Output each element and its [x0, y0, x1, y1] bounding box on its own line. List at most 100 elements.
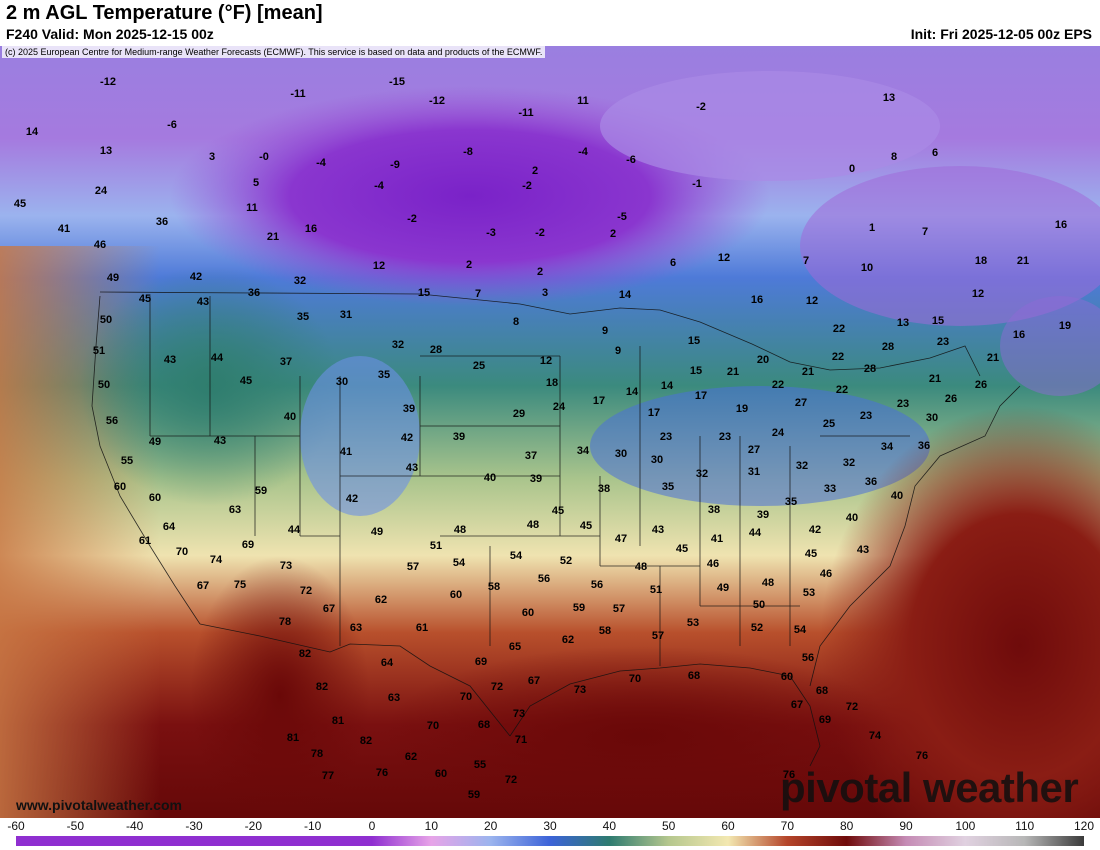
temperature-value: 33: [824, 483, 836, 495]
temperature-value: 56: [106, 415, 118, 427]
temperature-value: 32: [294, 275, 306, 287]
temperature-value: 35: [662, 481, 674, 493]
temperature-value: 78: [279, 616, 291, 628]
temperature-value: 22: [836, 384, 848, 396]
temperature-value: 38: [598, 483, 610, 495]
temperature-value: 23: [897, 398, 909, 410]
temperature-value: 35: [297, 311, 309, 323]
temperature-value: 25: [473, 360, 485, 372]
colorbar-tick-label: -30: [185, 819, 203, 833]
temperature-value: 18: [546, 377, 558, 389]
temperature-value: 81: [287, 732, 299, 744]
temperature-value: -2: [522, 180, 532, 192]
temperature-value: 32: [392, 339, 404, 351]
hudson-bay-cold: [600, 71, 940, 181]
temperature-value: 57: [613, 603, 625, 615]
temperature-value: 56: [591, 579, 603, 591]
temperature-value: 48: [635, 561, 647, 573]
temperature-value: 46: [820, 568, 832, 580]
temperature-value: 78: [311, 748, 323, 760]
temperature-value: 52: [560, 555, 572, 567]
temperature-value: 12: [806, 295, 818, 307]
temperature-value: 3: [542, 287, 548, 299]
temperature-value: 70: [460, 691, 472, 703]
temperature-value: 81: [332, 715, 344, 727]
temperature-value: -6: [626, 154, 636, 166]
temperature-value: 32: [696, 468, 708, 480]
temperature-value: 54: [510, 550, 523, 562]
temperature-value: 75: [234, 579, 246, 591]
temperature-value: 64: [381, 657, 394, 669]
temperature-value: -0: [259, 151, 269, 163]
temperature-value: 72: [491, 681, 503, 693]
copyright-notice: (c) 2025 European Centre for Medium-rang…: [2, 46, 546, 58]
temperature-value: 61: [416, 622, 428, 634]
temperature-value: 29: [513, 408, 525, 420]
temperature-value: -1: [692, 178, 702, 190]
temperature-value: 42: [401, 432, 413, 444]
temperature-value: 76: [783, 769, 795, 781]
temperature-value: 9: [602, 325, 608, 337]
temperature-value: 35: [378, 369, 390, 381]
colorbar-tick-label: 50: [661, 819, 676, 833]
temperature-value: 37: [525, 450, 537, 462]
temperature-value: 8: [513, 316, 519, 328]
temperature-value: 43: [214, 435, 226, 447]
temperature-value: 41: [58, 223, 70, 235]
temperature-value: 44: [288, 524, 301, 536]
temperature-value: 30: [615, 448, 627, 460]
temperature-value: 21: [987, 352, 999, 364]
temperature-value: 61: [139, 535, 151, 547]
colorbar-tick-label: 80: [839, 819, 854, 833]
temperature-value: 37: [280, 356, 292, 368]
temperature-value: 67: [528, 675, 540, 687]
temperature-value: 67: [323, 603, 335, 615]
temperature-value: 23: [860, 410, 872, 422]
init-time: Init: Fri 2025-12-05 00z EPS: [910, 26, 1092, 42]
temperature-value: 82: [316, 681, 328, 693]
temperature-value: 39: [403, 403, 415, 415]
temperature-value: 27: [795, 397, 807, 409]
temperature-value: -5: [617, 211, 627, 223]
temperature-value: 41: [340, 446, 352, 458]
temperature-value: 30: [926, 412, 938, 424]
temperature-value: 39: [453, 431, 465, 443]
temperature-value: 22: [772, 379, 784, 391]
temperature-value: 72: [300, 585, 312, 597]
watermark-logo: pivotal weather: [780, 764, 1079, 811]
temperature-value: 48: [762, 577, 774, 589]
temperature-value: 24: [95, 185, 108, 197]
temperature-value: 55: [121, 455, 133, 467]
temperature-value: 6: [932, 147, 938, 159]
temperature-value: 28: [864, 363, 876, 375]
temperature-value: 45: [139, 293, 151, 305]
temperature-value: 74: [210, 554, 223, 566]
temperature-value: 15: [418, 287, 430, 299]
temperature-value: 50: [100, 314, 112, 326]
gulf-coast: [509, 663, 821, 767]
temperature-value: -2: [535, 227, 545, 239]
temperature-value: 41: [711, 533, 723, 545]
colorbar-tick-label: 40: [602, 819, 617, 833]
temperature-value: 42: [809, 524, 821, 536]
temperature-value: 15: [688, 335, 700, 347]
temperature-value: 82: [299, 648, 311, 660]
temperature-value: 6: [670, 257, 676, 269]
temperature-value: 45: [240, 375, 252, 387]
temperature-value: 53: [687, 617, 699, 629]
ohio-valley-blue: [590, 386, 930, 506]
temperature-value: 68: [478, 719, 490, 731]
site-url[interactable]: www.pivotalweather.com: [16, 797, 182, 813]
temperature-value: 23: [719, 431, 731, 443]
temperature-value: -6: [167, 119, 177, 131]
temperature-value: 67: [791, 699, 803, 711]
temperature-value: 36: [918, 440, 930, 452]
gulf-warm: [380, 646, 900, 818]
temperature-value: 52: [751, 622, 763, 634]
temperature-value: 76: [376, 767, 388, 779]
temperature-value: 72: [505, 774, 517, 786]
temperature-value: 43: [652, 524, 664, 536]
temperature-value: 17: [695, 390, 707, 402]
temperature-value: 69: [242, 539, 254, 551]
